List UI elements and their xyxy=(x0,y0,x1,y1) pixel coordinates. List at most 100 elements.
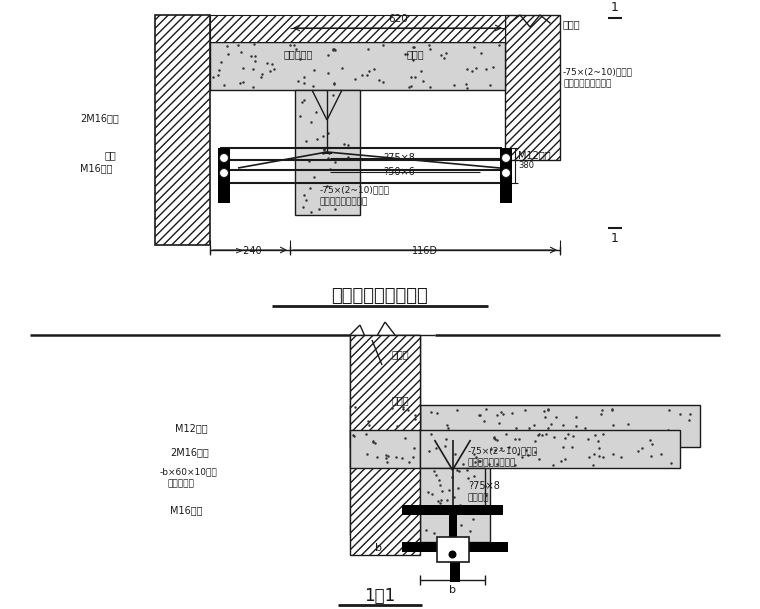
Point xyxy=(218,80,230,90)
Point xyxy=(455,519,467,529)
Point xyxy=(673,410,686,420)
Point xyxy=(449,449,461,459)
Point xyxy=(467,490,480,499)
Point xyxy=(664,432,676,442)
Point xyxy=(407,42,419,52)
Point xyxy=(442,501,454,511)
Point xyxy=(428,466,440,476)
Text: -75×(2~10)鉢板楞: -75×(2~10)鉢板楞 xyxy=(320,186,390,194)
Circle shape xyxy=(490,506,498,514)
Point xyxy=(491,435,503,445)
Point xyxy=(328,45,340,55)
Point xyxy=(317,148,329,158)
Point xyxy=(306,117,318,127)
Point xyxy=(318,146,330,155)
Point xyxy=(516,427,528,437)
Point xyxy=(402,405,414,415)
Point xyxy=(515,452,527,462)
Point xyxy=(386,403,398,413)
Point xyxy=(493,418,505,428)
Point xyxy=(496,429,508,439)
Point xyxy=(480,490,492,499)
Point xyxy=(606,405,619,415)
Point xyxy=(407,55,420,65)
Point xyxy=(443,485,455,495)
Point xyxy=(522,450,534,460)
Point xyxy=(323,147,335,157)
Point xyxy=(441,420,453,430)
Point xyxy=(454,500,466,510)
Point xyxy=(597,429,609,439)
Circle shape xyxy=(407,506,415,514)
Point xyxy=(247,64,259,74)
Point xyxy=(520,446,532,456)
Point xyxy=(593,451,605,461)
Point xyxy=(415,66,427,76)
Point xyxy=(371,427,383,437)
Point xyxy=(632,446,644,456)
Point xyxy=(473,410,486,420)
Point xyxy=(442,423,454,432)
Point xyxy=(662,425,674,435)
Point xyxy=(469,457,481,467)
Point xyxy=(461,65,473,74)
Point xyxy=(247,82,259,91)
Point xyxy=(557,442,569,452)
Point xyxy=(521,434,533,444)
Text: -b×60×10鉢板: -b×60×10鉢板 xyxy=(160,468,218,476)
Bar xyxy=(295,90,360,215)
Point xyxy=(207,72,219,82)
Point xyxy=(461,465,473,475)
Point xyxy=(480,404,492,414)
Point xyxy=(587,460,599,470)
Text: 栏板墙: 栏板墙 xyxy=(563,19,581,29)
Text: 顶紧后，与角锂焊接: 顶紧后，与角锂焊接 xyxy=(468,459,516,468)
Point xyxy=(428,482,440,492)
Point xyxy=(347,430,359,440)
Point xyxy=(403,457,415,466)
Point xyxy=(452,483,464,493)
Point xyxy=(409,410,421,420)
Point xyxy=(350,433,363,443)
Point xyxy=(369,438,382,448)
Bar xyxy=(448,515,457,537)
Point xyxy=(302,156,315,166)
Point xyxy=(435,495,447,504)
Point xyxy=(635,443,648,453)
Point xyxy=(296,97,308,107)
Point xyxy=(423,40,435,50)
Point xyxy=(501,426,513,436)
Text: ?50×6: ?50×6 xyxy=(383,167,415,177)
Point xyxy=(457,459,469,468)
Circle shape xyxy=(220,153,229,163)
Point xyxy=(328,78,340,88)
Point xyxy=(382,451,394,461)
Point xyxy=(473,461,485,471)
Point xyxy=(439,441,451,451)
Point xyxy=(424,82,436,91)
Text: 与角锂焊接: 与角锂焊接 xyxy=(168,479,195,488)
Point xyxy=(349,403,361,412)
Circle shape xyxy=(448,551,457,558)
Point xyxy=(562,429,575,439)
Text: 悬挑梁: 悬挑梁 xyxy=(392,395,410,405)
Point xyxy=(499,429,511,439)
Point xyxy=(570,421,582,431)
Point xyxy=(425,429,437,439)
Point xyxy=(478,477,490,487)
Point xyxy=(510,423,522,432)
Bar xyxy=(350,430,420,468)
Point xyxy=(606,404,618,414)
Point xyxy=(595,409,607,419)
Point xyxy=(304,183,316,193)
Point xyxy=(460,431,472,440)
Point xyxy=(601,430,613,440)
Point xyxy=(453,466,465,476)
Point xyxy=(546,420,558,429)
Point xyxy=(653,436,665,446)
Point xyxy=(477,462,489,471)
Point xyxy=(472,478,484,488)
Point xyxy=(290,44,302,54)
Text: 116D: 116D xyxy=(412,246,438,256)
Point xyxy=(533,429,545,439)
